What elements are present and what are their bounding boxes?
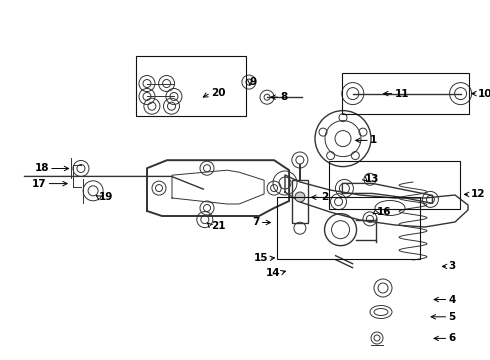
Bar	[292, 180, 308, 223]
Text: 9: 9	[250, 77, 257, 87]
Text: 2: 2	[321, 192, 328, 202]
Text: 17: 17	[32, 179, 47, 189]
Text: 21: 21	[211, 221, 225, 231]
Text: 20: 20	[211, 88, 225, 98]
Bar	[277, 197, 420, 259]
Text: 15: 15	[254, 253, 269, 264]
Bar	[342, 73, 469, 114]
Text: 8: 8	[280, 92, 288, 102]
Text: 10: 10	[478, 89, 490, 99]
Text: 13: 13	[365, 174, 380, 184]
Text: 19: 19	[99, 192, 113, 202]
Text: 3: 3	[448, 261, 456, 271]
Bar	[136, 56, 246, 116]
Text: 1: 1	[370, 135, 377, 145]
Text: 12: 12	[470, 189, 485, 199]
Text: 7: 7	[252, 217, 260, 228]
Text: 14: 14	[266, 268, 280, 278]
Text: 18: 18	[34, 163, 49, 174]
Text: 5: 5	[448, 312, 456, 322]
Bar	[329, 161, 460, 209]
Text: 16: 16	[376, 207, 391, 217]
Circle shape	[295, 192, 305, 202]
Text: 11: 11	[394, 89, 409, 99]
Text: 6: 6	[448, 333, 456, 343]
Text: 4: 4	[448, 294, 456, 305]
